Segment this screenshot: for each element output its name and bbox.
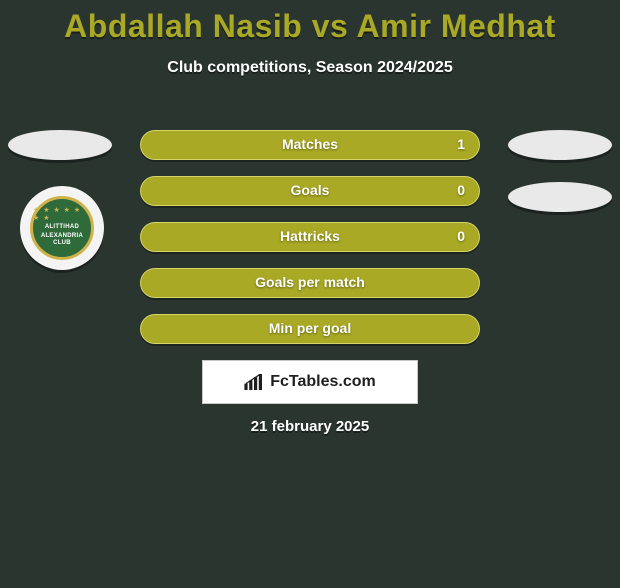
stat-value-right: 0	[457, 182, 465, 198]
stat-bar-goals-per-match: Goals per match	[140, 268, 480, 298]
stat-label: Matches	[141, 136, 479, 152]
club-badge-inner: ★ ★ ★ ★ ★ ★ ★ ALITTIHAD ALEXANDRIA CLUB	[30, 196, 94, 260]
stat-value-right: 1	[457, 136, 465, 152]
stat-bar-hattricks: Hattricks 0	[140, 222, 480, 252]
stat-label: Goals per match	[141, 274, 479, 290]
snapshot-date: 21 february 2025	[0, 418, 620, 435]
subtitle: Club competitions, Season 2024/2025	[0, 59, 620, 77]
club-stars: ★ ★ ★ ★ ★ ★ ★	[33, 206, 91, 222]
player-left-avatar	[8, 130, 112, 160]
brand-watermark: FcTables.com	[202, 360, 418, 404]
player-left-club-badge: ★ ★ ★ ★ ★ ★ ★ ALITTIHAD ALEXANDRIA CLUB	[20, 186, 104, 270]
stat-label: Goals	[141, 182, 479, 198]
stat-value-right: 0	[457, 228, 465, 244]
stat-bar-min-per-goal: Min per goal	[140, 314, 480, 344]
player-right-club-avatar	[508, 182, 612, 212]
stat-label: Hattricks	[141, 228, 479, 244]
bars-icon	[244, 374, 264, 390]
page-title: Abdallah Nasib vs Amir Medhat	[0, 8, 620, 45]
player-right-avatar	[508, 130, 612, 160]
club-name-line2: ALEXANDRIA CLUB	[33, 233, 91, 247]
stat-bars: Matches 1 Goals 0 Hattricks 0 Goals per …	[140, 130, 480, 360]
stat-bar-matches: Matches 1	[140, 130, 480, 160]
club-name-line1: ALITTIHAD	[45, 224, 79, 231]
stat-bar-goals: Goals 0	[140, 176, 480, 206]
brand-text: FcTables.com	[270, 373, 376, 391]
stat-label: Min per goal	[141, 320, 479, 336]
